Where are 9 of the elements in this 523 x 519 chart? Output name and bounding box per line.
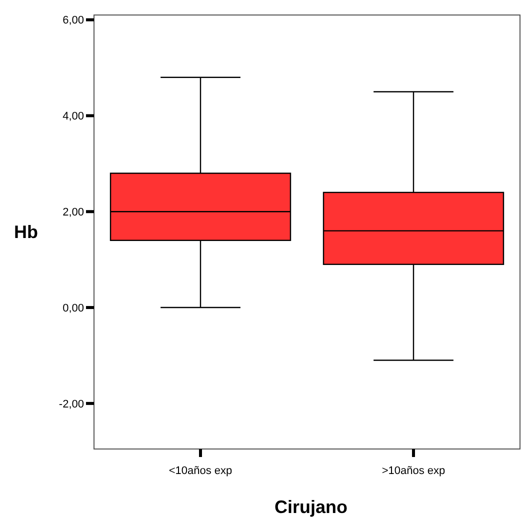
y-axis-title: Hb [14,222,38,242]
x-tick-label: <10años exp [168,465,232,477]
y-tick-label: 4,00 [62,110,84,123]
x-axis-title: Cirujano [274,497,348,517]
y-tick-label: 6,00 [62,14,84,27]
y-tick-label: 2,00 [62,206,84,218]
x-tick-label: >10años exp [382,465,446,477]
y-tick-label: 0,00 [62,302,84,314]
y-tick-label: -2,00 [58,398,84,410]
